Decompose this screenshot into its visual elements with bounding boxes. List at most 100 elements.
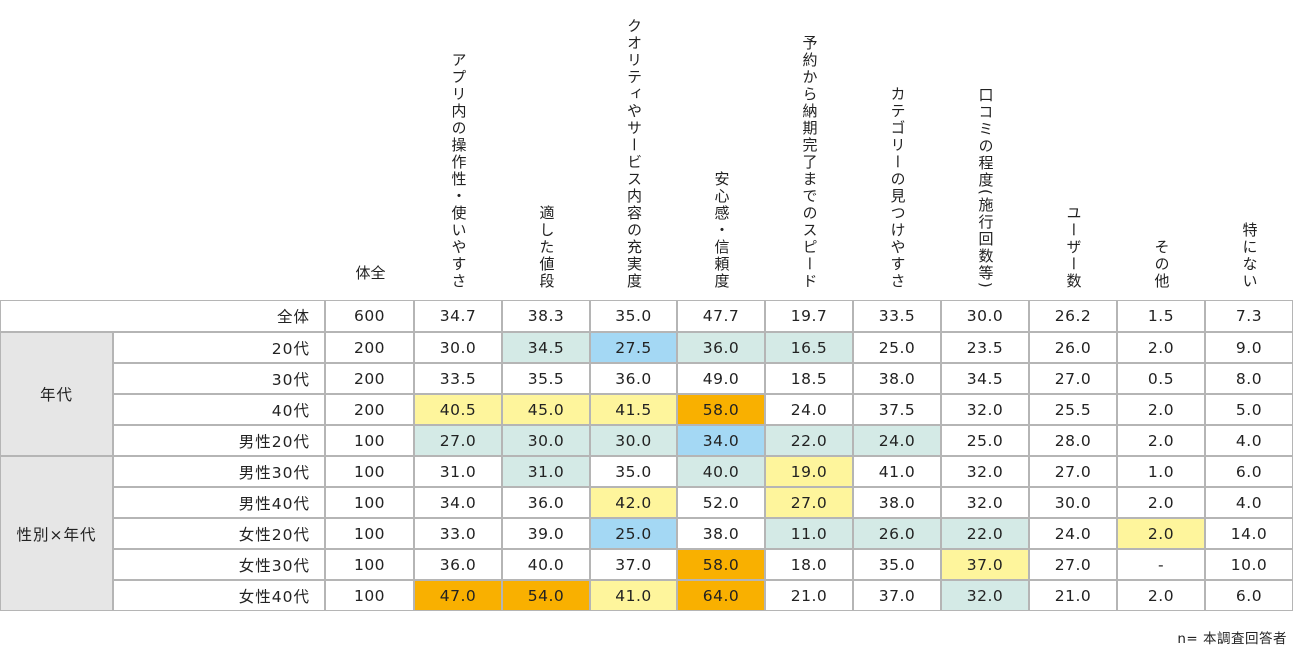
- data-cell: 58.0: [677, 549, 765, 580]
- column-header: クオリティやサービス内容の充実度: [590, 0, 677, 300]
- data-cell: 54.0: [502, 580, 590, 611]
- row-label: 女性30代: [113, 549, 325, 580]
- data-cell: 64.0: [677, 580, 765, 611]
- data-cell: 37.0: [590, 549, 677, 580]
- data-cell: 40.0: [677, 456, 765, 487]
- data-cell: 26.0: [853, 518, 941, 549]
- data-cell: 2.0: [1117, 425, 1205, 456]
- data-cell: 25.0: [941, 425, 1029, 456]
- data-cell: 25.0: [590, 518, 677, 549]
- row-label: 全体: [0, 300, 325, 332]
- data-cell: 14.0: [1205, 518, 1293, 549]
- data-cell: 27.0: [414, 425, 502, 456]
- data-cell: 2.0: [1117, 394, 1205, 425]
- data-cell: 38.0: [677, 518, 765, 549]
- data-cell: 5.0: [1205, 394, 1293, 425]
- row-label: 女性20代: [113, 518, 325, 549]
- data-cell: 4.0: [1205, 487, 1293, 518]
- data-cell: 27.0: [1029, 363, 1117, 394]
- column-header: その他: [1117, 0, 1205, 300]
- data-cell: 2.0: [1117, 580, 1205, 611]
- column-header-label: 全 体: [353, 265, 387, 292]
- data-cell: 45.0: [502, 394, 590, 425]
- data-cell: 40.0: [502, 549, 590, 580]
- data-cell: 37.0: [941, 549, 1029, 580]
- data-cell: 37.5: [853, 394, 941, 425]
- data-cell: 34.7: [414, 300, 502, 332]
- data-cell: 40.5: [414, 394, 502, 425]
- data-cell: 200: [325, 394, 414, 425]
- column-header-label: カテゴリーの見つけやすさ: [888, 86, 907, 290]
- data-cell: 18.0: [765, 549, 853, 580]
- data-cell: 100: [325, 487, 414, 518]
- column-header-label: ユーザー数: [1064, 205, 1083, 290]
- data-cell: 24.0: [1029, 518, 1117, 549]
- data-cell: 33.5: [414, 363, 502, 394]
- data-cell: 25.0: [853, 332, 941, 363]
- data-cell: 28.0: [1029, 425, 1117, 456]
- data-cell: 35.0: [590, 300, 677, 332]
- data-cell: 100: [325, 425, 414, 456]
- column-header-label: クオリティやサービス内容の充実度: [625, 18, 643, 290]
- data-cell: 34.5: [941, 363, 1029, 394]
- column-header: 適した値段: [502, 0, 590, 300]
- data-cell: 26.2: [1029, 300, 1117, 332]
- data-cell: 36.0: [502, 487, 590, 518]
- data-cell: 30.0: [590, 425, 677, 456]
- data-cell: 47.0: [414, 580, 502, 611]
- data-cell: 2.0: [1117, 487, 1205, 518]
- data-cell: -: [1117, 549, 1205, 580]
- data-cell: 8.0: [1205, 363, 1293, 394]
- data-cell: 6.0: [1205, 456, 1293, 487]
- data-cell: 2.0: [1117, 518, 1205, 549]
- data-cell: 34.0: [414, 487, 502, 518]
- data-cell: 37.0: [853, 580, 941, 611]
- data-cell: 26.0: [1029, 332, 1117, 363]
- column-header-label: 特にない: [1240, 222, 1259, 290]
- data-cell: 16.5: [765, 332, 853, 363]
- column-header: ユーザー数: [1029, 0, 1117, 300]
- row-label: 40代: [113, 394, 325, 425]
- data-cell: 52.0: [677, 487, 765, 518]
- column-header-label: 予約から納期完了までのスピード: [800, 35, 819, 290]
- data-cell: 21.0: [765, 580, 853, 611]
- group-label: 性別×年代: [0, 456, 113, 611]
- data-cell: 41.0: [853, 456, 941, 487]
- data-cell: 22.0: [941, 518, 1029, 549]
- sample-note: n= 本調査回答者: [1177, 631, 1287, 647]
- data-cell: 49.0: [677, 363, 765, 394]
- data-cell: 0.5: [1117, 363, 1205, 394]
- data-cell: 35.0: [590, 456, 677, 487]
- data-cell: 31.0: [502, 456, 590, 487]
- column-header-label: アプリ内の操作性・使いやすさ: [449, 52, 468, 290]
- column-header: 特にない: [1205, 0, 1293, 300]
- data-cell: 32.0: [941, 487, 1029, 518]
- data-cell: 21.0: [1029, 580, 1117, 611]
- data-cell: 30.0: [502, 425, 590, 456]
- data-cell: 25.5: [1029, 394, 1117, 425]
- data-cell: 30.0: [941, 300, 1029, 332]
- row-label: 30代: [113, 363, 325, 394]
- data-cell: 1.0: [1117, 456, 1205, 487]
- data-cell: 22.0: [765, 425, 853, 456]
- data-cell: 38.0: [853, 487, 941, 518]
- column-header: 予約から納期完了までのスピード: [765, 0, 853, 300]
- data-cell: 42.0: [590, 487, 677, 518]
- data-cell: 33.0: [414, 518, 502, 549]
- data-cell: 100: [325, 549, 414, 580]
- row-label: 男性20代: [113, 425, 325, 456]
- data-cell: 34.5: [502, 332, 590, 363]
- data-cell: 100: [325, 518, 414, 549]
- data-cell: 27.0: [1029, 456, 1117, 487]
- data-cell: 35.5: [502, 363, 590, 394]
- data-cell: 36.0: [677, 332, 765, 363]
- data-cell: 33.5: [853, 300, 941, 332]
- data-cell: 32.0: [941, 394, 1029, 425]
- data-cell: 36.0: [414, 549, 502, 580]
- data-cell: 10.0: [1205, 549, 1293, 580]
- data-cell: 24.0: [853, 425, 941, 456]
- column-header: アプリ内の操作性・使いやすさ: [414, 0, 502, 300]
- data-cell: 11.0: [765, 518, 853, 549]
- data-cell: 31.0: [414, 456, 502, 487]
